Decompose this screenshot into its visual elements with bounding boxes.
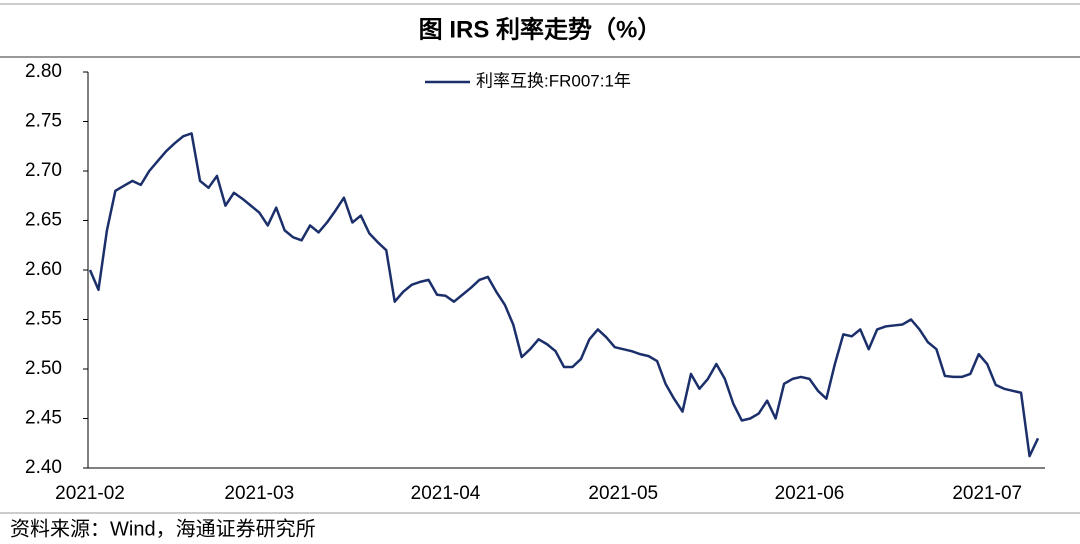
y-tick-label: 2.40: [25, 457, 62, 478]
x-tick-label: 2021-04: [411, 483, 481, 504]
y-tick-label: 2.45: [25, 408, 62, 429]
chart-title: 图 IRS 利率走势（%）: [419, 15, 662, 43]
series-line: [88, 132, 1040, 458]
x-tick-label: 2021-03: [224, 483, 294, 504]
x-tick-label: 2021-05: [588, 483, 658, 504]
x-tick-label: 2021-07: [952, 483, 1022, 504]
x-tick-label: 2021-02: [55, 483, 125, 504]
y-tick-label: 2.50: [25, 358, 62, 379]
y-tick-label: 2.70: [25, 160, 62, 181]
y-tick-label: 2.60: [25, 259, 62, 280]
y-tick-label: 2.80: [25, 61, 62, 82]
y-tick-label: 2.75: [25, 111, 62, 132]
y-tick-label: 2.65: [25, 210, 62, 231]
y-tick-label: 2.55: [25, 309, 62, 330]
x-tick-label: 2021-06: [775, 483, 845, 504]
legend-label: 利率互换:FR007:1年: [476, 71, 631, 90]
source-note: 资料来源：Wind，海通证券研究所: [10, 517, 316, 540]
